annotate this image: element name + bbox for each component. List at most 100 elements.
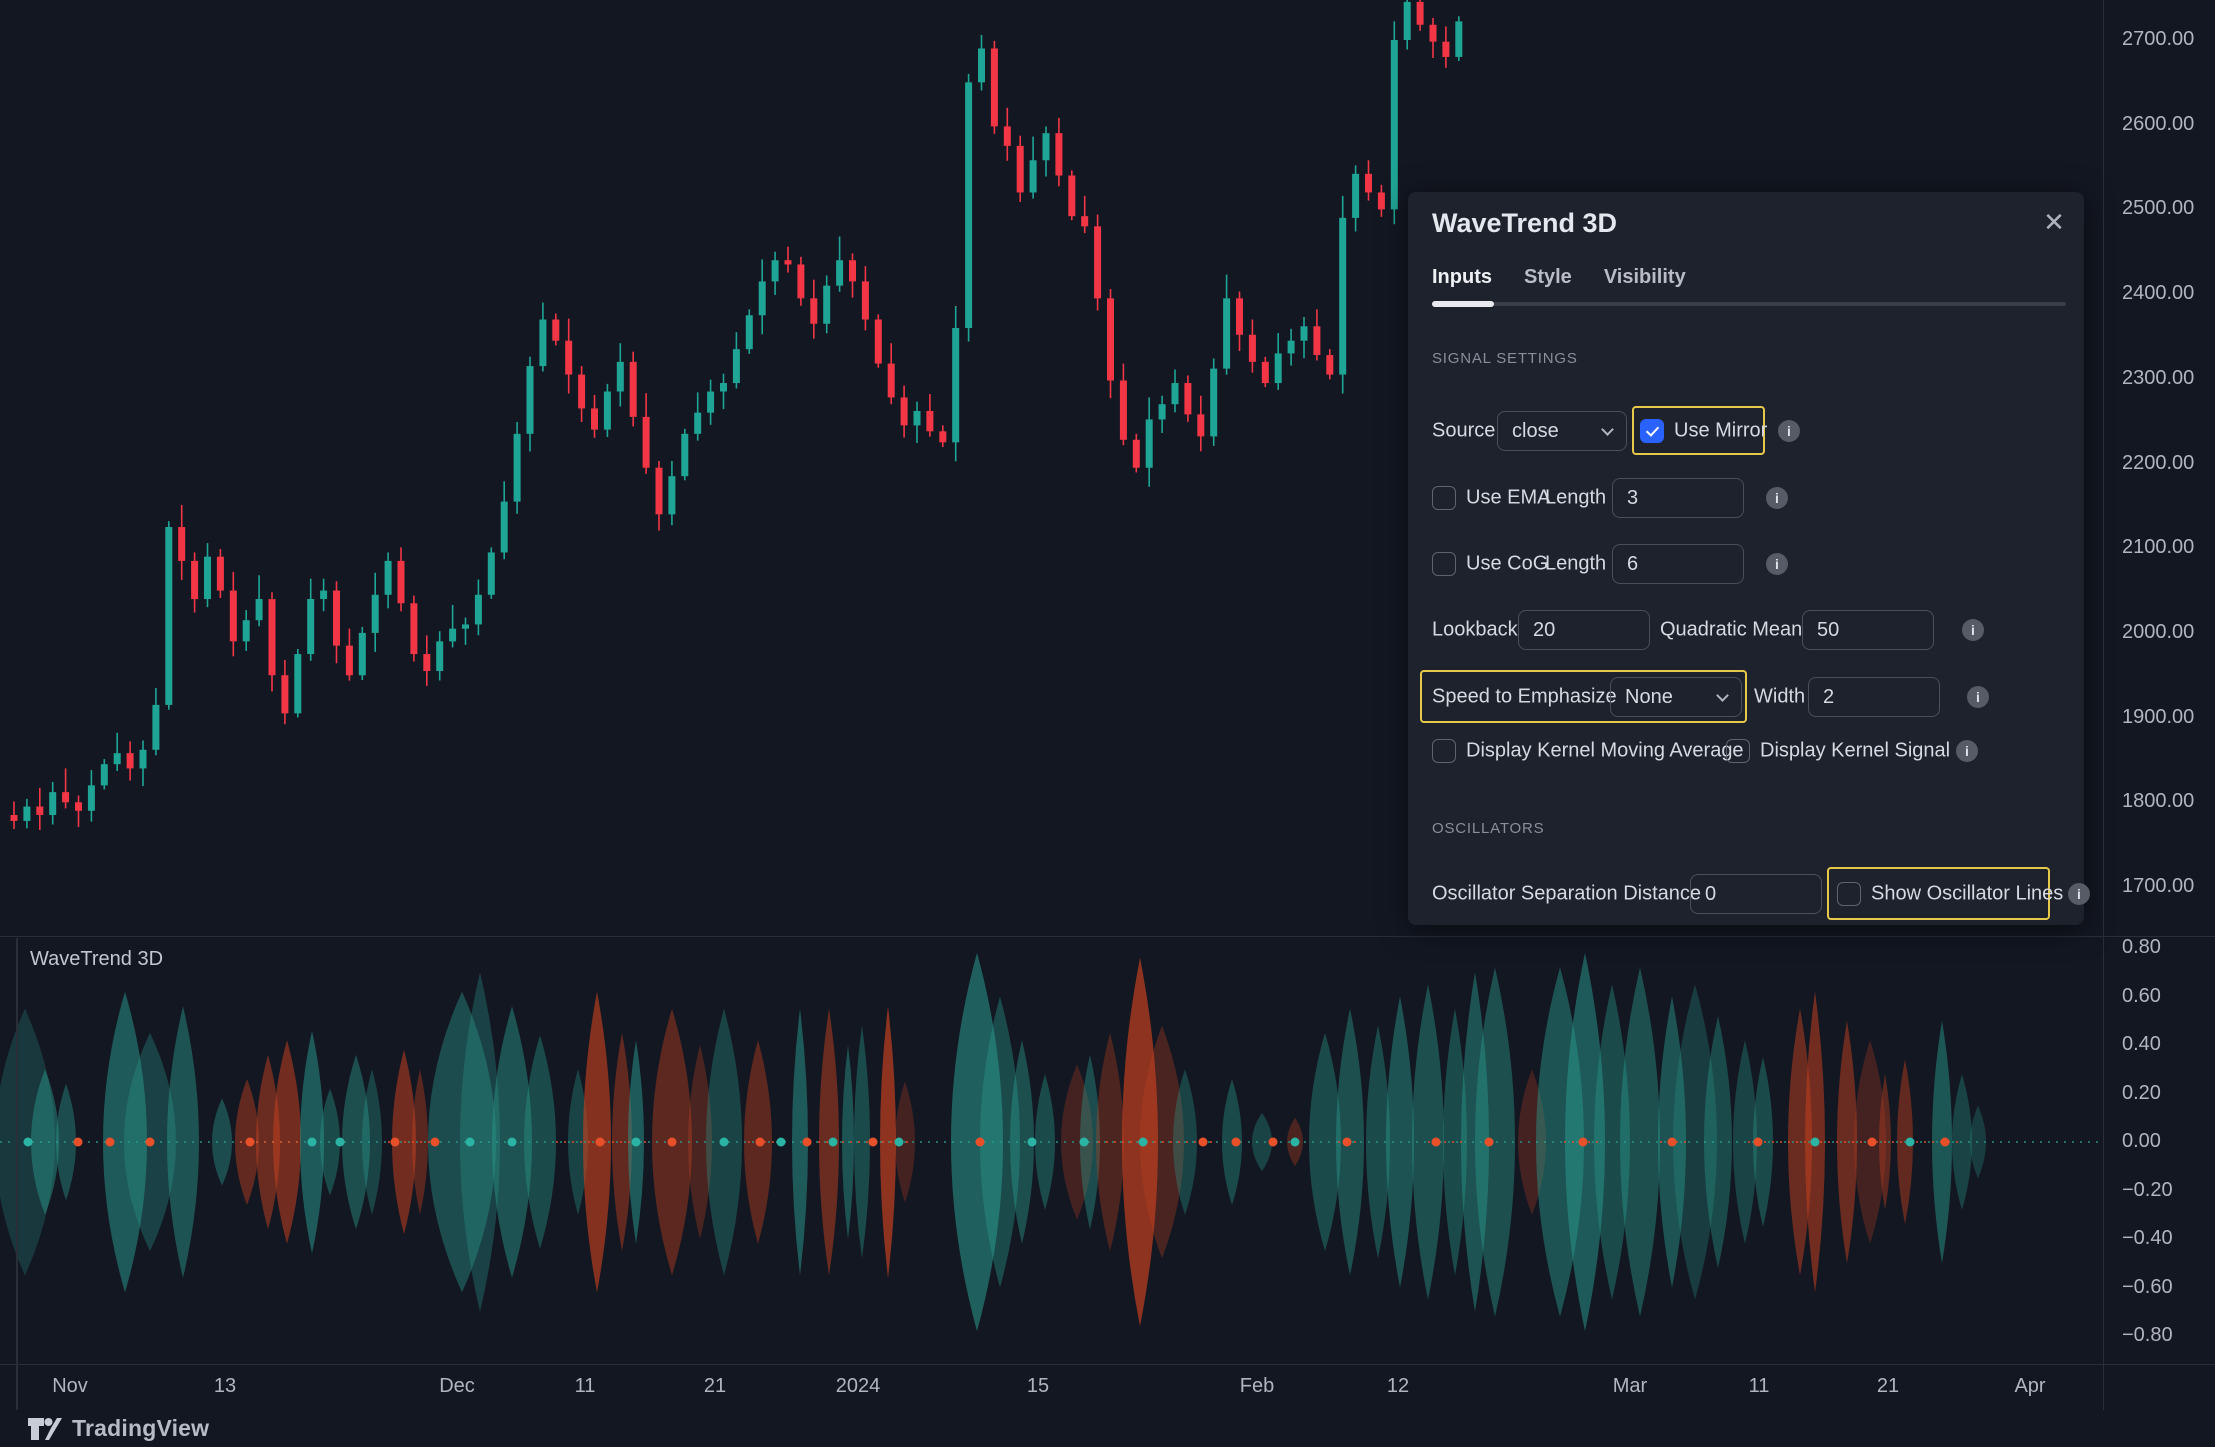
oscillator-axis-label: 0.60 [2122, 984, 2161, 1007]
candle [978, 48, 985, 83]
info-icon[interactable]: i [2068, 883, 2090, 905]
candle [62, 792, 70, 803]
candle [616, 361, 624, 392]
tab-underline-track [1432, 301, 2066, 307]
candle [474, 594, 482, 625]
oscillator-blob [1704, 1015, 1732, 1269]
price-axis-label: 2700.00 [2122, 28, 2195, 50]
candle [1016, 145, 1024, 193]
candle [758, 281, 766, 316]
use-ema-checkbox[interactable] [1432, 486, 1456, 510]
show-osc-lines-checkbox[interactable] [1837, 882, 1861, 906]
candle [1094, 226, 1102, 299]
candle [1068, 175, 1076, 217]
use-mirror-checkbox[interactable] [1640, 419, 1664, 443]
candle [836, 260, 844, 286]
use-cog-checkbox[interactable] [1432, 552, 1456, 576]
osd-input[interactable]: 0 [1690, 874, 1822, 914]
quadratic-mean-input[interactable]: 50 [1802, 610, 1934, 650]
time-axis-label: 15 [1026, 1375, 1050, 1397]
cog-length-input[interactable]: 6 [1612, 544, 1744, 584]
source-select-value: close [1512, 419, 1559, 442]
chevron-down-icon [1716, 688, 1729, 702]
time-axis-label: Mar [1612, 1375, 1648, 1397]
candle [191, 560, 199, 600]
tab-visibility[interactable]: Visibility [1603, 266, 1686, 288]
oscillator-blob [1035, 1074, 1055, 1210]
speed-select[interactable]: None [1610, 677, 1742, 717]
price-axis-label: 1900.00 [2122, 705, 2195, 728]
oscillator-blob [1443, 1008, 1467, 1276]
candle [1390, 40, 1398, 210]
zero-line-dot [1753, 1137, 1763, 1147]
lookback-input[interactable]: 20 [1518, 610, 1650, 650]
info-icon[interactable]: i [1962, 619, 1984, 641]
zero-line-dot [802, 1137, 812, 1147]
source-row: Source close Use Mirror i [1432, 406, 2060, 455]
zero-line-dot [868, 1137, 878, 1147]
candle [629, 361, 637, 417]
dialog-title: WaveTrend 3D [1432, 208, 1618, 238]
pane-divider[interactable] [0, 936, 2215, 937]
candle [887, 363, 895, 398]
zero-line-dot [1810, 1137, 1820, 1147]
time-axis-label: Dec [439, 1375, 475, 1397]
candle [1119, 380, 1127, 440]
ema-length-input[interactable]: 3 [1612, 478, 1744, 518]
ema-length-label: Length [1545, 486, 1607, 509]
info-icon[interactable]: i [1956, 740, 1978, 762]
candle [565, 340, 573, 375]
candle [603, 391, 611, 430]
candle [294, 654, 302, 714]
zero-line-dot [894, 1137, 904, 1147]
oscillator-axis-label: −0.80 [2122, 1324, 2173, 1346]
candle [1197, 414, 1205, 437]
zero-line-dot [719, 1137, 729, 1147]
candle [1300, 326, 1308, 341]
tab-inputs[interactable]: Inputs [1432, 266, 1492, 288]
candle [242, 620, 250, 642]
source-select[interactable]: close [1497, 411, 1627, 451]
oscillator-pane-canvas[interactable] [0, 938, 2103, 1364]
use-ema-label: Use EMA [1466, 486, 1551, 509]
candle [1339, 217, 1347, 375]
time-axis[interactable]: Nov 13 Dec 11 21 2024 15 Feb 12 Mar 11 21 Apr [0, 1364, 2215, 1410]
tradingview-logo-icon[interactable] [28, 1416, 62, 1442]
candle [371, 594, 379, 633]
oscillator-separation-row: Oscillator Separation Distance 0 Show Os… [1432, 867, 2090, 920]
tradingview-wordmark[interactable]: TradingView [72, 1415, 210, 1441]
info-icon[interactable]: i [1967, 686, 1989, 708]
lookback-row: Lookback 20 Quadratic Mean 50 i [1432, 610, 2060, 650]
width-label: Width [1754, 685, 1806, 708]
candle [784, 260, 792, 265]
info-icon[interactable]: i [1766, 487, 1788, 509]
price-axis-label: 2300.00 [2122, 366, 2195, 389]
oscillator-blob [103, 991, 147, 1293]
display-ks-checkbox[interactable] [1726, 739, 1750, 763]
show-osc-lines-label: Show Oscillator Lines [1871, 882, 2064, 905]
info-icon[interactable]: i [1766, 553, 1788, 575]
candle [268, 599, 276, 676]
oscillator-axis[interactable]: 0.80 0.60 0.40 0.20 0.00 −0.20 −0.40 −0.60 −0.80 [2104, 936, 2215, 1364]
oscillator-blob [1309, 1032, 1341, 1252]
candle [1236, 298, 1243, 335]
close-icon[interactable]: ✕ [2043, 206, 2065, 237]
zero-line-dot [1940, 1137, 1950, 1147]
zero-line-dot [507, 1137, 517, 1147]
candle [1132, 439, 1140, 468]
candle [333, 590, 340, 646]
candle [797, 264, 805, 299]
tab-style[interactable]: Style [1524, 266, 1572, 288]
zero-line-dot [1667, 1137, 1677, 1147]
candle [1416, 1, 1424, 25]
candle [526, 366, 534, 434]
width-input[interactable]: 2 [1808, 677, 1940, 717]
candle [913, 410, 921, 426]
oscillator-blob [362, 1069, 382, 1215]
info-icon[interactable]: i [1778, 420, 1800, 442]
price-pane-canvas[interactable] [0, 0, 2103, 935]
display-kma-checkbox[interactable] [1432, 739, 1456, 763]
zero-line-dot [1484, 1137, 1494, 1147]
price-axis-label: 2400.00 [2122, 282, 2195, 305]
price-axis[interactable]: 2700.00 2600.00 2500.00 2400.00 2300.00 2200.… [2104, 0, 2215, 935]
